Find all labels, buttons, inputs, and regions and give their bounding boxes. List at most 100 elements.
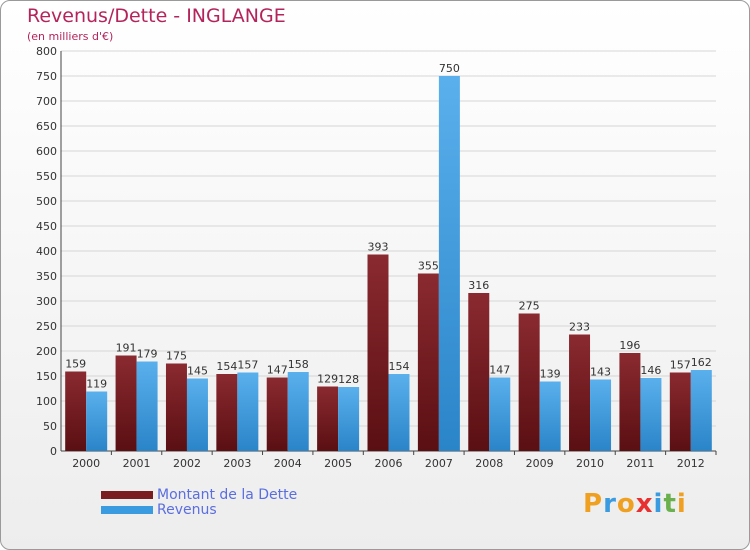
y-tick-label: 500 [36,195,57,208]
debt-value-label: 147 [267,364,288,377]
y-tick-label: 750 [36,70,57,83]
legend-swatch-revenue [101,505,153,514]
x-tick-label: 2003 [223,457,251,470]
debt-bar-2003 [216,374,238,451]
legend: Montant de la Dette Revenus [101,486,298,518]
revenue-bar-2009 [539,381,561,451]
revenue-value-label: 146 [640,364,661,377]
revenue-value-label: 147 [489,364,510,377]
chart-title: Revenus/Dette - INGLANGE [27,5,286,27]
revenue-value-label: 158 [288,358,309,371]
debt-bar-2004 [266,377,288,451]
revenue-value-label: 139 [540,368,561,381]
revenue-bar-2004 [287,372,309,451]
logo-letter: o [616,489,636,519]
debt-bar-2002 [165,363,187,451]
y-tick-label: 250 [36,320,57,333]
revenue-value-label: 154 [389,360,410,373]
debt-value-label: 393 [368,241,389,254]
debt-value-label: 233 [569,321,590,334]
revenue-bar-2007 [438,76,460,451]
debt-value-label: 159 [65,358,86,371]
logo-letter: i [653,489,664,519]
revenue-value-label: 750 [439,62,460,75]
debt-value-label: 175 [166,350,187,363]
y-tick-label: 400 [36,245,57,258]
x-tick-label: 2009 [526,457,554,470]
debt-bar-2005 [317,386,339,451]
debt-value-label: 196 [619,339,640,352]
x-tick-label: 2001 [123,457,151,470]
debt-value-label: 355 [418,260,439,273]
y-tick-label: 350 [36,270,57,283]
y-tick-label: 650 [36,120,57,133]
logo-letter: i [676,489,687,519]
debt-bar-2000 [65,371,87,451]
debt-value-label: 154 [216,360,237,373]
revenue-value-label: 143 [590,366,611,379]
logo-letter: r [603,489,617,519]
debt-bar-2011 [619,353,641,451]
legend-label-debt: Montant de la Dette [157,486,298,503]
y-tick-label: 300 [36,295,57,308]
debt-value-label: 275 [519,300,540,313]
y-tick-label: 800 [36,45,57,58]
revenue-bar-2010 [590,379,612,451]
proxiti-logo[interactable]: Proxiti [583,489,687,519]
debt-value-label: 191 [116,342,137,355]
x-tick-label: 2002 [173,457,201,470]
revenue-bar-2008 [489,377,511,451]
x-tick-label: 2010 [576,457,604,470]
y-tick-label: 0 [50,445,57,458]
debt-bar-2006 [367,254,389,451]
debt-bar-2001 [115,355,137,451]
logo-letter: x [635,489,654,519]
revenue-value-label: 119 [86,378,107,391]
x-tick-label: 2007 [425,457,453,470]
x-tick-label: 2006 [375,457,403,470]
x-tick-label: 2008 [475,457,503,470]
debt-value-label: 157 [670,359,691,372]
revenue-bar-2011 [640,378,662,451]
revenue-bar-2012 [690,370,712,451]
y-tick-label: 600 [36,145,57,158]
debt-bar-2007 [417,273,439,451]
y-tick-label: 550 [36,170,57,183]
chart-subtitle: (en milliers d'€) [27,30,114,43]
debt-bar-2009 [518,313,540,451]
revenue-value-label: 128 [338,373,359,386]
y-tick-label: 700 [36,95,57,108]
legend-item-debt: Montant de la Dette [101,486,298,503]
x-tick-label: 2012 [677,457,705,470]
revenue-bar-2003 [237,372,259,451]
revenue-value-label: 179 [137,348,158,361]
debt-value-label: 129 [317,373,338,386]
debt-bar-2008 [468,293,490,451]
y-tick-label: 450 [36,220,57,233]
revenue-bar-2002 [186,378,208,451]
revenue-bar-2005 [338,387,360,451]
debt-bar-2010 [569,334,591,451]
y-tick-label: 50 [43,420,57,433]
x-tick-label: 2004 [274,457,302,470]
revenue-bar-2000 [86,391,108,451]
x-tick-label: 2000 [72,457,100,470]
logo-letter: t [663,489,677,519]
y-tick-label: 200 [36,345,57,358]
legend-item-revenue: Revenus [101,501,297,518]
x-tick-label: 2005 [324,457,352,470]
debt-value-label: 316 [468,279,489,292]
revenue-bar-2001 [136,361,158,451]
y-tick-label: 100 [36,395,57,408]
revenue-bar-2006 [388,374,410,451]
logo-letter: P [583,489,604,519]
revenue-value-label: 145 [187,365,208,378]
legend-label-revenue: Revenus [157,501,217,518]
debt-bar-2012 [669,372,691,451]
revenue-value-label: 162 [691,356,712,369]
x-tick-label: 2011 [626,457,654,470]
revenue-value-label: 157 [237,359,258,372]
y-tick-label: 150 [36,370,57,383]
